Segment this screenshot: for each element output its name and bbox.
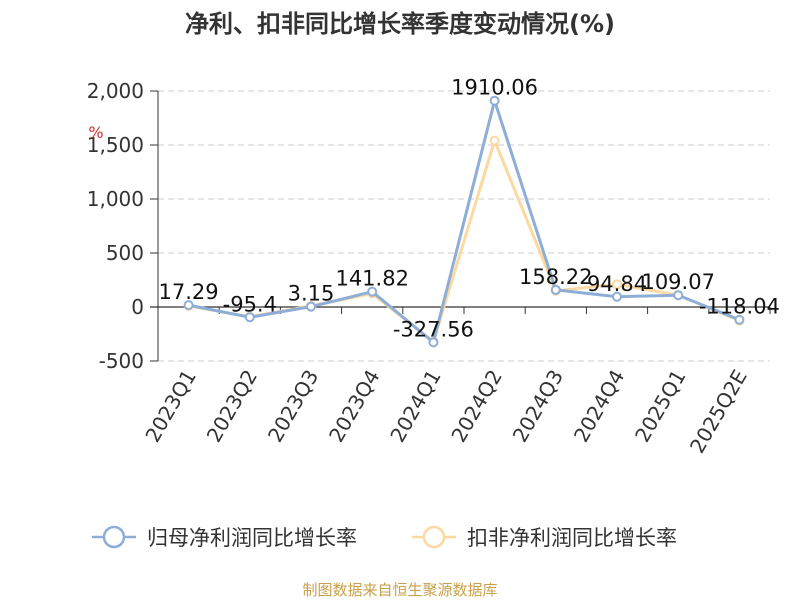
data-label: 141.82 (335, 267, 408, 291)
legend-item-1[interactable]: 归母净利润同比增长率 (92, 525, 357, 550)
x-tick-label: 2023Q1 (140, 366, 200, 447)
data-label: 1910.06 (451, 76, 538, 100)
y-tick-label: 0 (131, 295, 144, 319)
y-tick-label: 500 (106, 241, 144, 265)
series-1-point (673, 290, 684, 301)
x-tick-label: 2024Q3 (508, 366, 568, 447)
data-label: 17.29 (159, 280, 219, 304)
series-2-point (612, 279, 622, 290)
y-tick-label: 1,000 (87, 187, 144, 211)
data-label: -118.04 (699, 295, 780, 319)
data-label: -95.4 (223, 292, 277, 316)
x-tick-label: 2025Q1 (630, 366, 690, 447)
series-2-point (489, 135, 500, 146)
y-tick-label: 1,500 (87, 133, 144, 157)
data-label: 158.22 (519, 265, 592, 289)
series-1-point (550, 284, 561, 295)
y-tick-label: 2,000 (87, 79, 144, 103)
x-tick-label: 2023Q3 (263, 366, 323, 447)
series-1-point (244, 312, 255, 323)
series-1-point (612, 291, 622, 302)
series-1-point (428, 337, 439, 348)
series-1-point (367, 286, 378, 297)
legend-label: 扣非净利润同比增长率 (467, 526, 677, 550)
y-axis-unit-label: % (88, 123, 103, 142)
data-label: 94.84 (587, 272, 647, 296)
series-line-1 (188, 99, 740, 344)
legend-item-2[interactable]: 扣非净利润同比增长率 (412, 525, 677, 550)
grid (158, 90, 770, 362)
data-label: 3.15 (288, 282, 335, 306)
legend-marker-icon (422, 525, 446, 549)
legend[interactable]: 归母净利润同比增长率 扣非净利润同比增长率 (92, 525, 677, 550)
x-tick-label: 2024Q4 (569, 366, 629, 447)
series-1-point (306, 301, 316, 312)
chart-title: 净利、扣非同比增长率季度变动情况(%) (185, 10, 615, 38)
data-label: 109.07 (641, 270, 714, 294)
x-tick-label: 2025Q2E (685, 366, 752, 458)
data-label: -327.56 (393, 317, 474, 341)
y-tick-label: -500 (99, 349, 144, 373)
series-1-point (734, 314, 745, 325)
legend-label: 归母净利润同比增长率 (147, 526, 357, 550)
x-tick-label: 2023Q2 (202, 366, 262, 447)
series (183, 95, 745, 348)
series-1-point (489, 95, 500, 106)
x-tick-label: 2024Q1 (385, 366, 445, 447)
series-1-point (183, 300, 194, 311)
x-tick-label: 2024Q2 (446, 365, 506, 446)
legend-marker-icon (102, 525, 126, 549)
source-note: 制图数据来自恒生聚源数据库 (302, 581, 497, 599)
x-tick-label: 2023Q4 (324, 366, 384, 447)
